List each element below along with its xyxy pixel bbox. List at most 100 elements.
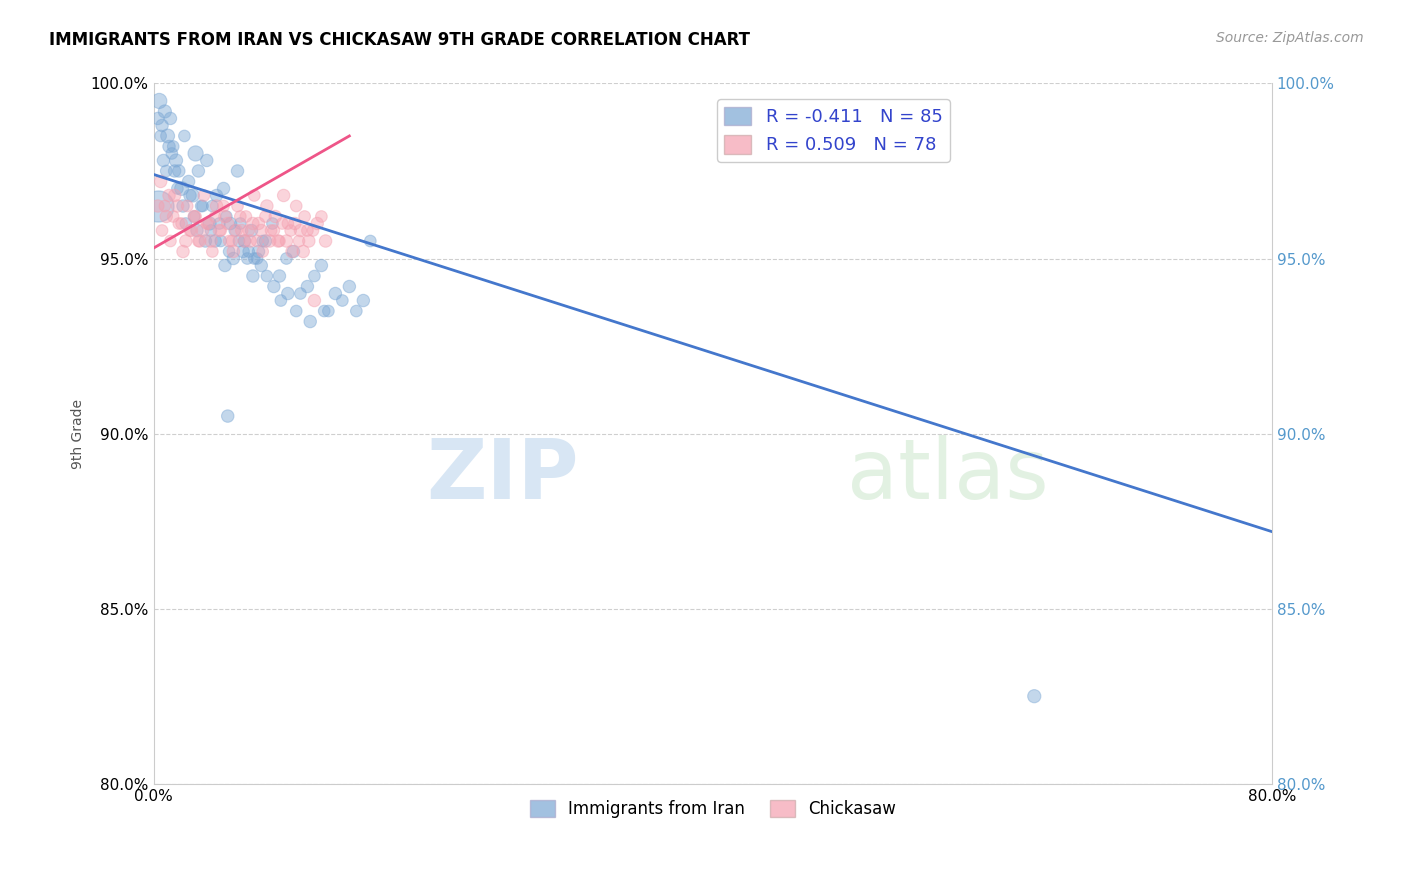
Point	[284, 217, 307, 231]
Point	[173, 128, 195, 143]
Point	[166, 199, 188, 213]
Point	[217, 409, 239, 423]
Point	[292, 244, 315, 259]
Point	[209, 223, 232, 237]
Point	[294, 210, 316, 224]
Point	[198, 217, 221, 231]
Point	[273, 188, 295, 202]
Point	[208, 223, 231, 237]
Point	[155, 210, 177, 224]
Point	[148, 94, 170, 108]
Point	[304, 293, 326, 308]
Point	[214, 259, 236, 273]
Point	[150, 119, 173, 133]
Point	[177, 174, 200, 188]
Point	[205, 199, 228, 213]
Point	[276, 234, 298, 248]
Point	[271, 217, 294, 231]
Point	[160, 146, 183, 161]
Point	[229, 217, 252, 231]
Point	[184, 210, 207, 224]
Point	[277, 286, 299, 301]
Point	[239, 234, 262, 248]
Point	[183, 210, 205, 224]
Point	[183, 210, 205, 224]
Point	[212, 199, 235, 213]
Point	[311, 210, 333, 224]
Point	[146, 199, 169, 213]
Point	[304, 268, 326, 283]
Point	[153, 199, 176, 213]
Point	[209, 234, 232, 248]
Point	[170, 217, 193, 231]
Point	[262, 217, 284, 231]
Text: IMMIGRANTS FROM IRAN VS CHICKASAW 9TH GRADE CORRELATION CHART: IMMIGRANTS FROM IRAN VS CHICKASAW 9TH GR…	[49, 31, 751, 49]
Point	[252, 234, 274, 248]
Point	[174, 234, 197, 248]
Point	[240, 223, 263, 237]
Point	[191, 199, 214, 213]
Point	[204, 210, 226, 224]
Point	[167, 217, 190, 231]
Point	[242, 217, 264, 231]
Point	[187, 164, 209, 178]
Point	[238, 223, 260, 237]
Point	[250, 259, 273, 273]
Point	[166, 181, 188, 195]
Point	[298, 234, 321, 248]
Point	[159, 112, 181, 126]
Point	[254, 234, 277, 248]
Point	[236, 252, 259, 266]
Point	[247, 217, 270, 231]
Point	[222, 244, 245, 259]
Point	[155, 164, 177, 178]
Point	[156, 128, 179, 143]
Point	[314, 304, 336, 318]
Point	[187, 234, 209, 248]
Point	[157, 139, 180, 153]
Point	[167, 164, 190, 178]
Point	[172, 199, 194, 213]
Point	[200, 223, 222, 237]
Point	[157, 188, 180, 202]
Point	[225, 223, 247, 237]
Point	[176, 199, 198, 213]
Point	[149, 128, 172, 143]
Point	[243, 252, 266, 266]
Point	[179, 223, 201, 237]
Point	[180, 223, 202, 237]
Point	[162, 139, 184, 153]
Point	[233, 234, 256, 248]
Point	[252, 244, 274, 259]
Point	[153, 104, 176, 119]
Point	[318, 304, 340, 318]
Point	[195, 217, 218, 231]
Point	[226, 164, 249, 178]
Text: atlas: atlas	[846, 435, 1049, 516]
Point	[208, 217, 231, 231]
Point	[194, 234, 217, 248]
Point	[238, 244, 260, 259]
Point	[270, 293, 292, 308]
Point	[163, 164, 186, 178]
Point	[218, 234, 240, 248]
Point	[242, 268, 264, 283]
Point	[231, 223, 253, 237]
Point	[163, 188, 186, 202]
Point	[229, 210, 252, 224]
Point	[221, 234, 243, 248]
Point	[283, 244, 305, 259]
Point	[259, 234, 281, 248]
Point	[247, 244, 270, 259]
Point	[290, 223, 312, 237]
Point	[181, 188, 204, 202]
Point	[246, 252, 269, 266]
Y-axis label: 9th Grade: 9th Grade	[72, 399, 86, 468]
Legend: Immigrants from Iran, Chickasaw: Immigrants from Iran, Chickasaw	[523, 793, 903, 824]
Point	[204, 234, 226, 248]
Point	[359, 234, 381, 248]
Point	[162, 210, 184, 224]
Point	[217, 217, 239, 231]
Point	[256, 199, 278, 213]
Point	[218, 244, 240, 259]
